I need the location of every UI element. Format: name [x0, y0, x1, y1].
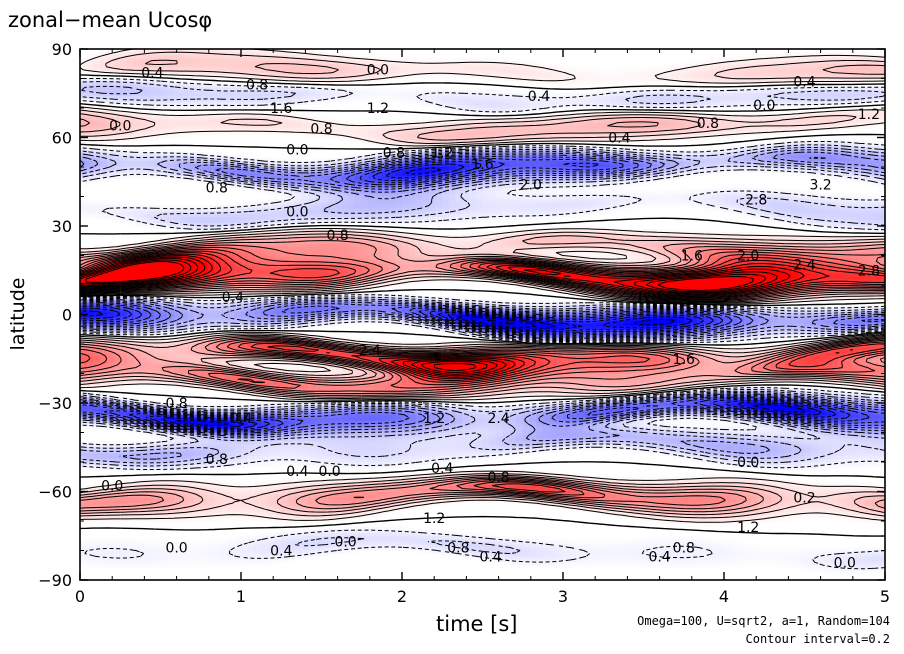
heatmap-field: [80, 49, 886, 581]
